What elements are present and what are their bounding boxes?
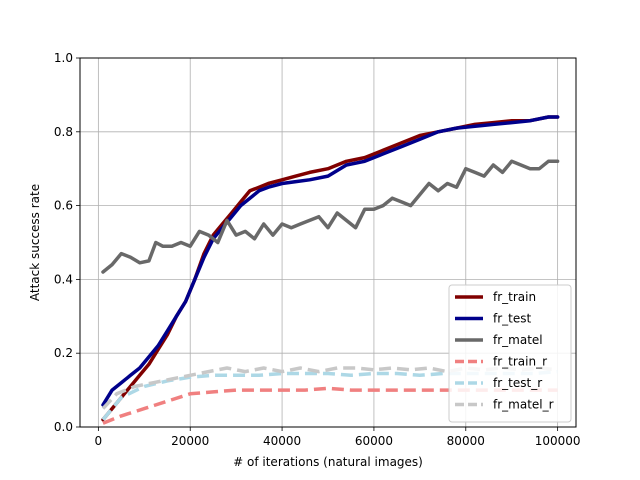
grid-lines [80,57,576,428]
x-tick-label: 80000 [447,434,485,448]
x-tick-label: 20000 [171,434,209,448]
series-line-fr-matel-r [101,366,558,410]
x-tick-label: 40000 [263,434,301,448]
legend: fr_train fr_test fr_matel fr_train_r fr_test… [448,284,572,423]
y-tick-label: 0.6 [54,199,73,213]
series-line-fr-test [101,115,560,407]
legend-label: fr_train [493,290,536,304]
legend-label: fr_matel [493,333,543,347]
y-tick-label: 0.8 [54,125,73,139]
x-tick-label: 100000 [535,434,581,448]
series-line-fr-test-r [101,369,558,421]
y-tick-label: 0.0 [54,420,73,434]
x-tick-label: 0 [95,434,103,448]
legend-label: fr_test [493,312,531,326]
series-line-fr-matel [101,159,560,274]
axes-frame [79,57,577,428]
legend-label: fr_test_r [493,376,542,390]
legend-label: fr_train_r [493,355,547,369]
y-tick-label: 0.2 [54,346,73,360]
x-axis-label: # of iterations (natural images) [233,455,423,469]
y-tick-label: 0.4 [54,272,73,286]
y-tick-label: 1.0 [54,51,73,65]
legend-label: fr_matel_r [493,398,554,412]
y-axis-label: Attack success rate [28,184,42,301]
axis-ticks: 0 20000 40000 60000 80000 100000 0.0 0.2 0.4 0.6 0… [54,51,581,448]
x-tick-label: 60000 [355,434,393,448]
series-lines [101,115,560,425]
